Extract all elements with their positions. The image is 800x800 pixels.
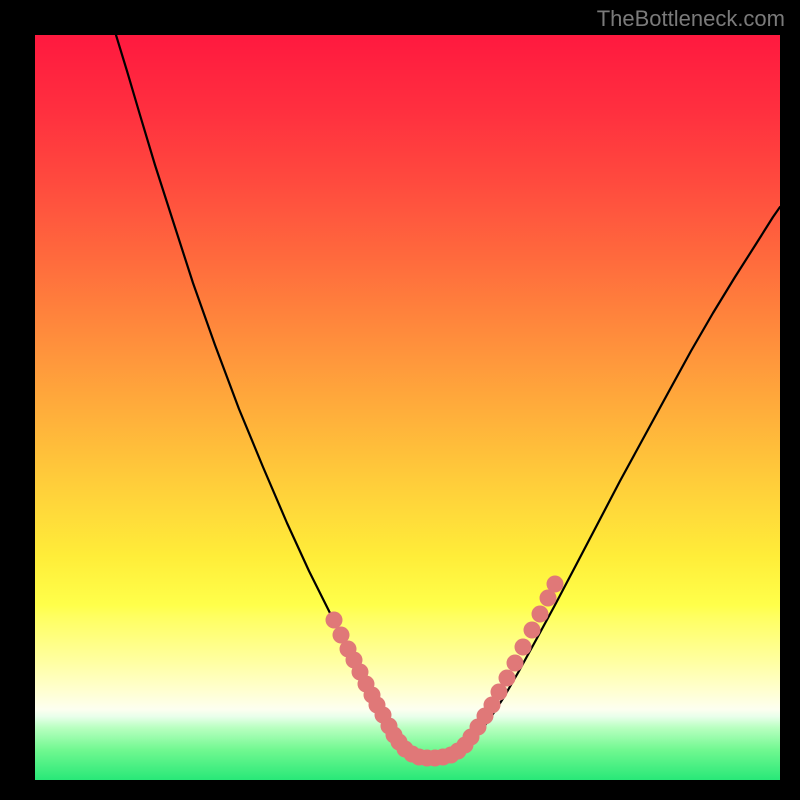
gradient-background (35, 35, 780, 780)
watermark-text: TheBottleneck.com (597, 6, 785, 32)
data-point (499, 670, 516, 687)
chart-svg (35, 35, 780, 780)
data-point (326, 612, 343, 629)
plot-area (35, 35, 780, 780)
data-point (524, 622, 541, 639)
data-point (515, 639, 532, 656)
data-point (547, 576, 564, 593)
data-point (532, 606, 549, 623)
data-point (507, 655, 524, 672)
